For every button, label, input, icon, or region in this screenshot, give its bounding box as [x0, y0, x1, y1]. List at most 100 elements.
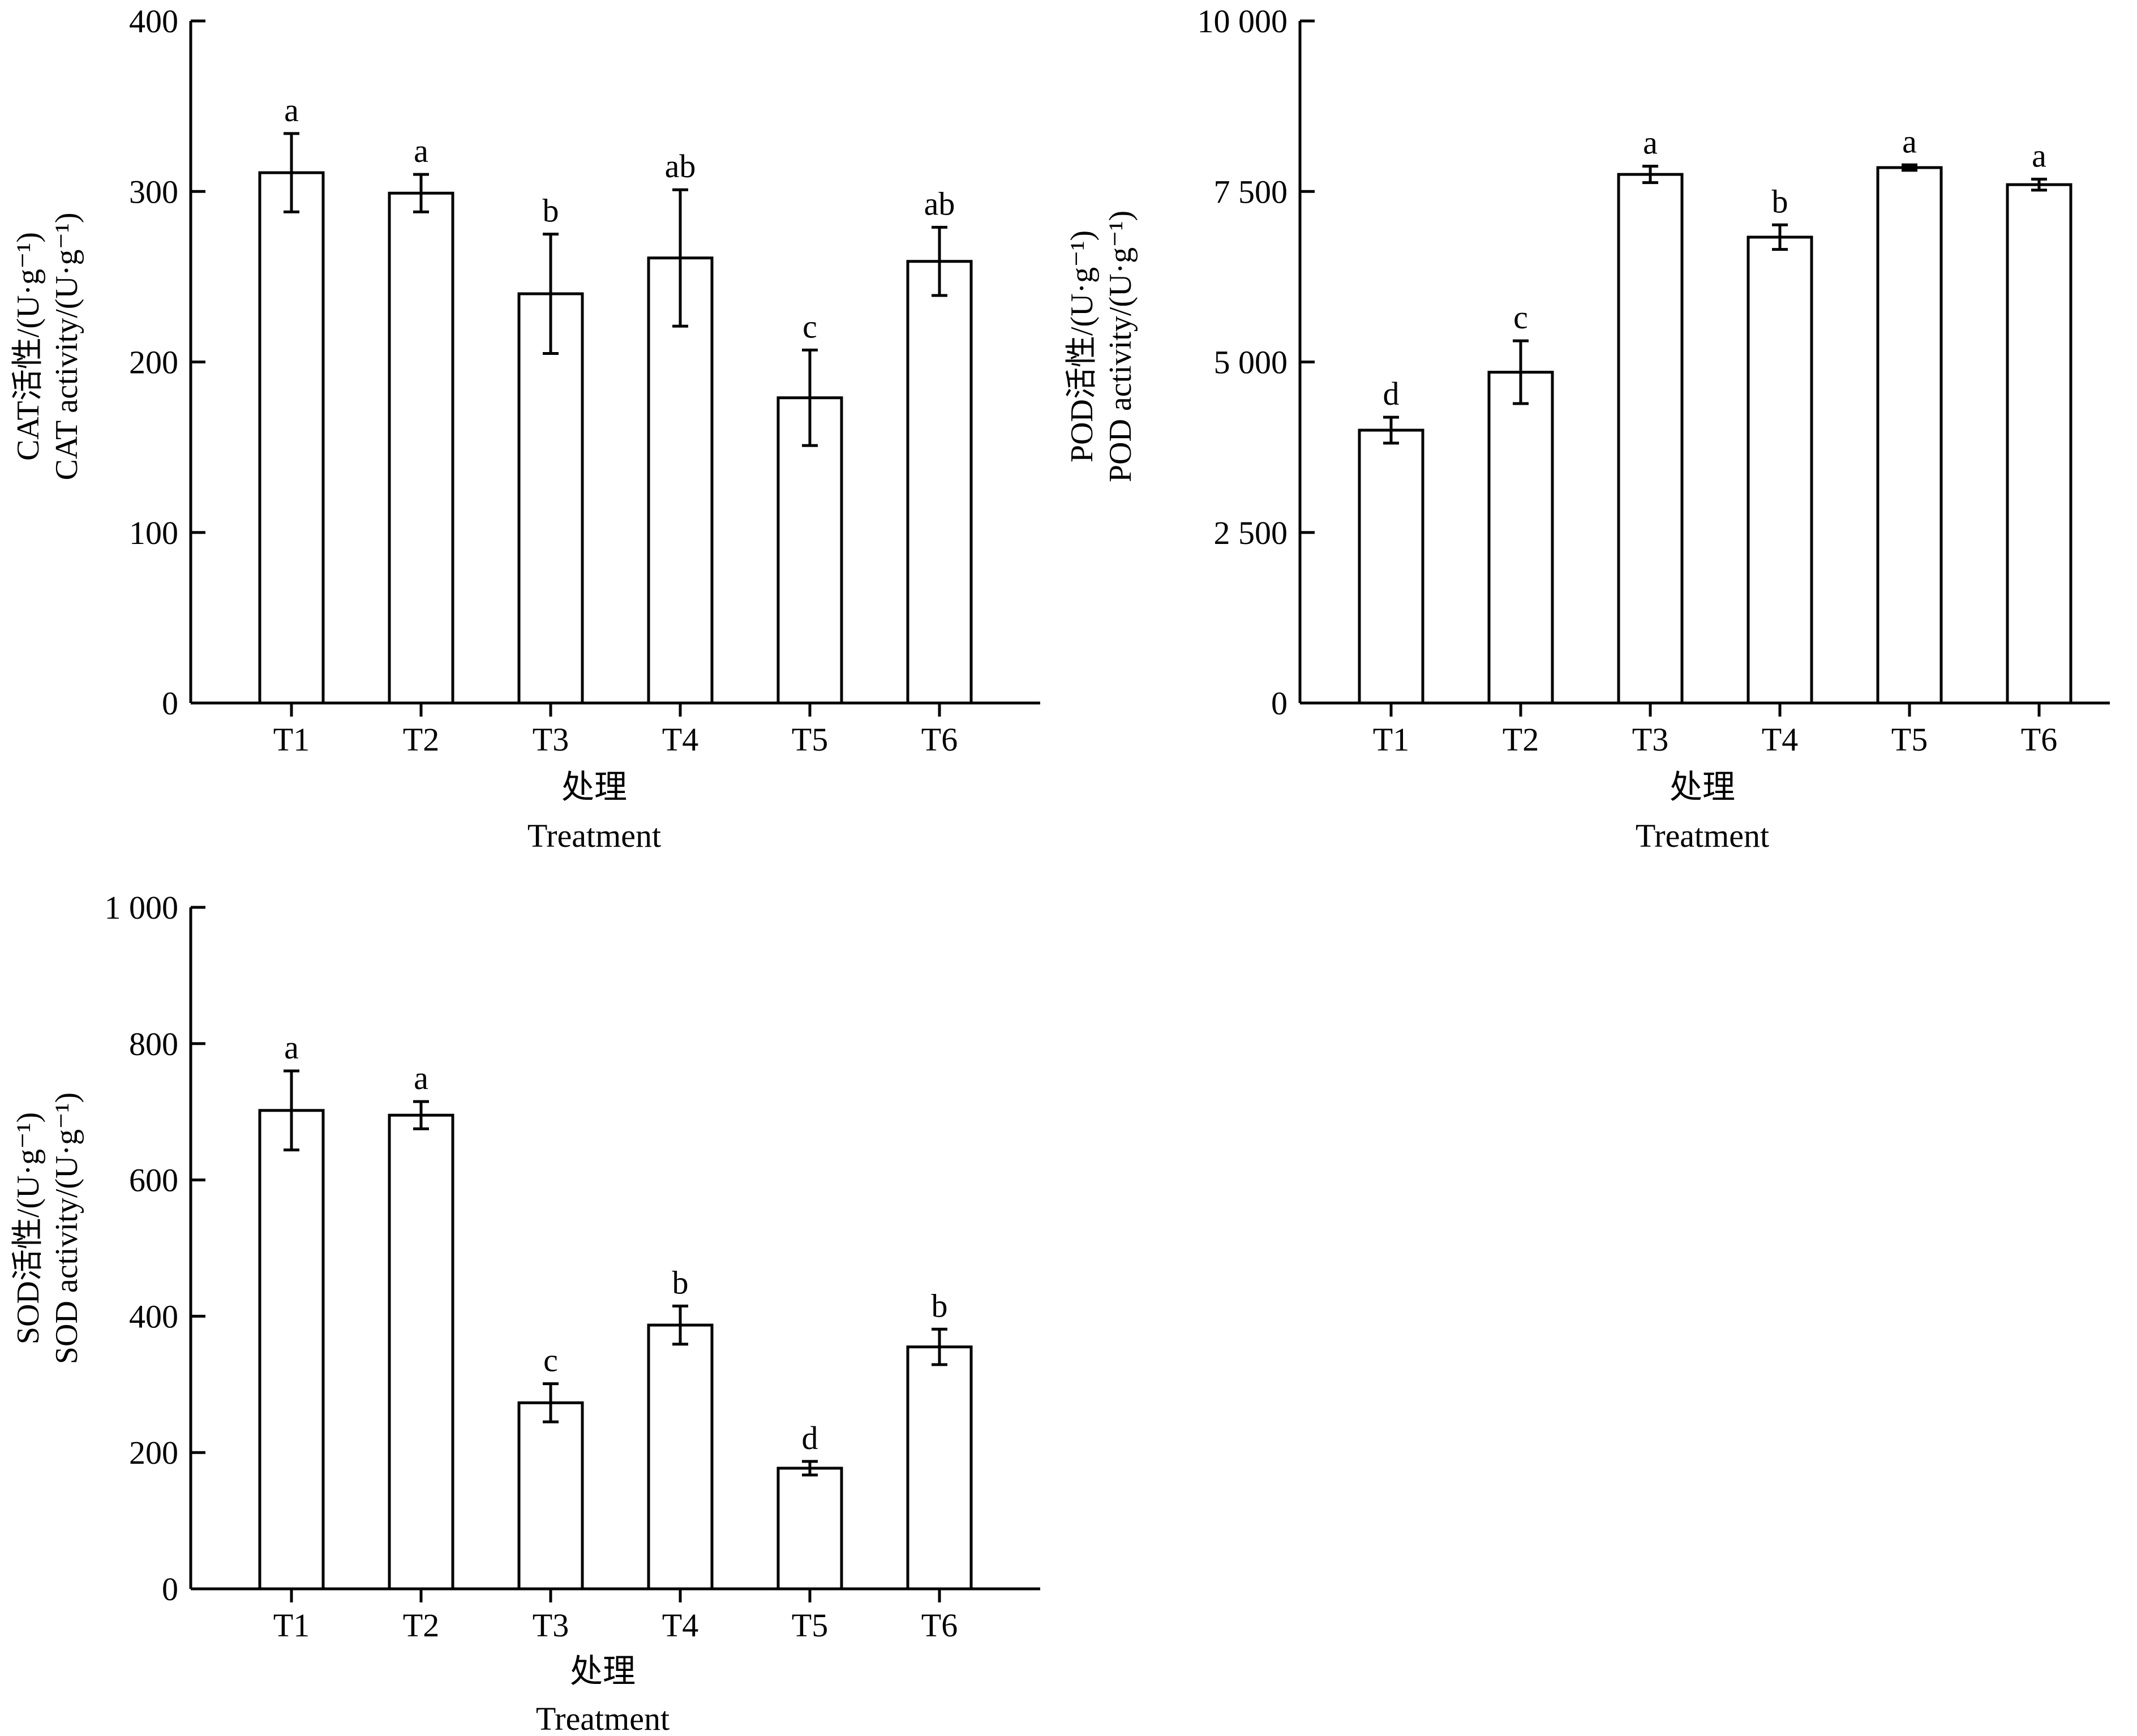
- pod-bar-t6: [2006, 183, 2072, 705]
- pod-error-bars: [1383, 163, 2047, 445]
- pod-chart-panel: d c a b a a 0 2 500 5 000 7 500 10 000 T1 T2 T3 T4 T5…: [1065, 3, 2110, 854]
- pod-y-tick-label: 2 500: [1214, 515, 1288, 551]
- pod-x-tick-label: T6: [2021, 721, 2057, 758]
- cat-x-tick-label: T4: [662, 721, 698, 758]
- sod-significance-letter: a: [414, 1060, 428, 1096]
- cat-bar-t1: [258, 171, 325, 705]
- cat-ylabel-en: CAT activity/(U·g⁻¹): [49, 212, 84, 480]
- cat-x-tick-label: T6: [921, 721, 958, 758]
- cat-significance-letter: a: [414, 132, 428, 169]
- sod-bars: [258, 1109, 973, 1591]
- cat-significance-letter: c: [803, 308, 817, 345]
- pod-ylabel-en: POD activity/(U·g⁻¹): [1103, 211, 1138, 482]
- pod-significance-letter: c: [1513, 299, 1528, 336]
- sod-x-tick-label: T4: [662, 1607, 698, 1644]
- cat-y-tick-label: 100: [129, 515, 178, 551]
- cat-bar-t2: [388, 191, 454, 705]
- sod-significance-letters: a a c b d b: [284, 1029, 947, 1456]
- pod-y-tick-label: 0: [1271, 685, 1288, 722]
- pod-xlabel-cn: 处理: [1670, 769, 1735, 805]
- cat-significance-letter: ab: [924, 186, 955, 222]
- pod-y-tick-label: 7 500: [1214, 173, 1288, 210]
- sod-x-tick-label: T6: [921, 1607, 958, 1644]
- cat-bar-t5: [776, 396, 843, 705]
- pod-bars: [1358, 166, 2072, 705]
- cat-bar-t6: [906, 260, 973, 705]
- pod-x-tick-label: T3: [1632, 721, 1668, 758]
- pod-significance-letter: a: [1902, 123, 1917, 160]
- sod-x-tick-label: T1: [273, 1607, 310, 1644]
- cat-bar-t4: [647, 256, 714, 705]
- sod-y-tick-label: 800: [129, 1026, 178, 1062]
- pod-x-tick-label: T1: [1373, 721, 1409, 758]
- sod-y-ticks: 0 200 400 600 800 1 000: [105, 889, 205, 1608]
- sod-bar-t3: [517, 1401, 584, 1591]
- cat-error-bars: [284, 132, 947, 447]
- cat-xlabel-en: Treatment: [527, 817, 661, 854]
- cat-y-ticks: 0 100 200 300 400: [129, 3, 205, 722]
- sod-significance-letter: b: [672, 1264, 689, 1301]
- sod-chart-panel: a a c b d b 0 200 400 600 800 1 000 T1 T2 T3 T4 T5 T6 S…: [11, 889, 1040, 1736]
- cat-x-tick-label: T2: [403, 721, 439, 758]
- cat-y-tick-label: 300: [129, 173, 178, 210]
- sod-bar-t5: [776, 1467, 843, 1591]
- pod-bar-t4: [1746, 235, 1813, 705]
- sod-y-tick-label: 200: [129, 1434, 178, 1471]
- sod-xlabel-en: Treatment: [536, 1700, 670, 1736]
- pod-bar-t1: [1358, 428, 1424, 705]
- sod-y-tick-label: 400: [129, 1298, 178, 1335]
- cat-y-tick-label: 200: [129, 344, 178, 381]
- pod-bar-t5: [1876, 166, 1943, 705]
- cat-significance-letter: b: [543, 192, 559, 229]
- cat-x-tick-label: T3: [533, 721, 569, 758]
- cat-y-tick-label: 0: [162, 685, 178, 722]
- sod-x-tick-label: T2: [403, 1607, 439, 1644]
- cat-x-ticks: T1 T2 T3 T4 T5 T6: [273, 703, 958, 758]
- cat-bars: [258, 171, 973, 705]
- sod-bar-t1: [258, 1109, 325, 1591]
- pod-significance-letters: d c a b a a: [1383, 123, 2046, 412]
- pod-significance-letter: a: [2032, 138, 2046, 174]
- sod-significance-letter: a: [284, 1029, 299, 1066]
- pod-y-tick-label: 10 000: [1198, 3, 1288, 40]
- sod-y-tick-label: 1 000: [105, 889, 179, 926]
- pod-x-ticks: T1 T2 T3 T4 T5 T6: [1373, 703, 2057, 758]
- sod-ylabel-en: SOD activity/(U·g⁻¹): [49, 1092, 84, 1364]
- pod-bar-t2: [1487, 371, 1554, 705]
- pod-y-tick-label: 5 000: [1214, 344, 1288, 381]
- sod-bar-t6: [906, 1345, 973, 1591]
- cat-x-tick-label: T1: [273, 721, 310, 758]
- pod-y-ticks: 0 2 500 5 000 7 500 10 000: [1198, 3, 1315, 722]
- sod-significance-letter: d: [802, 1420, 818, 1456]
- cat-x-tick-label: T5: [792, 721, 828, 758]
- sod-significance-letter: c: [543, 1342, 558, 1379]
- pod-significance-letter: a: [1643, 125, 1658, 161]
- pod-bar-t3: [1617, 173, 1684, 705]
- pod-x-tick-label: T2: [1503, 721, 1539, 758]
- pod-x-tick-label: T5: [1891, 721, 1928, 758]
- sod-ylabel-cn: SOD活性/(U·g⁻¹): [11, 1112, 46, 1344]
- sod-y-tick-label: 600: [129, 1162, 178, 1199]
- sod-xlabel-cn: 处理: [570, 1653, 636, 1690]
- sod-x-tick-label: T5: [792, 1607, 828, 1644]
- pod-x-tick-label: T4: [1762, 721, 1798, 758]
- pod-significance-letter: d: [1383, 375, 1400, 412]
- cat-significance-letter: ab: [665, 148, 696, 185]
- sod-x-tick-label: T3: [533, 1607, 569, 1644]
- sod-y-tick-label: 0: [162, 1571, 178, 1608]
- sod-bar-t2: [388, 1113, 454, 1591]
- pod-xlabel-en: Treatment: [1636, 817, 1769, 854]
- pod-ylabel-cn: POD活性/(U·g⁻¹): [1065, 230, 1100, 462]
- cat-significance-letter: a: [284, 92, 299, 128]
- sod-error-bars: [284, 1069, 947, 1477]
- cat-ylabel-cn: CAT活性/(U·g⁻¹): [11, 232, 46, 461]
- pod-significance-letter: b: [1772, 183, 1788, 220]
- sod-significance-letter: b: [932, 1287, 948, 1324]
- sod-x-ticks: T1 T2 T3 T4 T5 T6: [273, 1589, 958, 1644]
- sod-bar-t4: [647, 1323, 714, 1591]
- cat-bar-t3: [517, 292, 584, 705]
- cat-xlabel-cn: 处理: [561, 769, 627, 805]
